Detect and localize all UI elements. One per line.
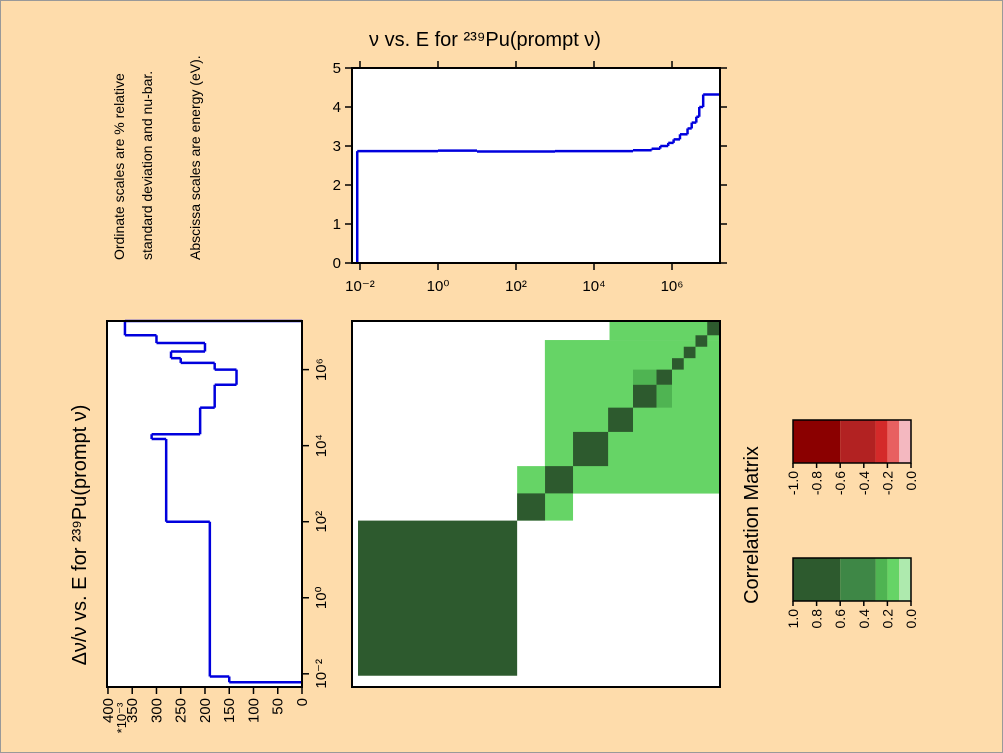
x-tick-label: 50 xyxy=(270,698,287,715)
colorbar-bin xyxy=(793,558,841,601)
plot-frame xyxy=(106,320,303,688)
x-tick-label: 10⁻² xyxy=(345,278,375,295)
y-tick-label: 5 xyxy=(333,60,341,77)
colorbar-bin xyxy=(875,420,888,463)
x-tick-label: 10⁰ xyxy=(427,278,450,295)
y-tick-label: 10⁴ xyxy=(313,434,330,457)
matrix-cell xyxy=(573,431,609,467)
matrix-cell xyxy=(656,384,673,408)
y-tick-label: 3 xyxy=(333,138,341,155)
matrix-cell xyxy=(672,358,684,370)
x-tick-label: 300 xyxy=(148,698,165,723)
plot-frame xyxy=(351,67,721,264)
x-tick-label: 10⁶ xyxy=(661,278,684,295)
note: Ordinate scales are % relative xyxy=(111,73,127,260)
x-tick-label: 10⁴ xyxy=(582,278,605,295)
colorbar-tick-label: 0.0 xyxy=(903,609,919,629)
matrix-cell xyxy=(695,335,708,347)
colorbar-tick-label: -0.8 xyxy=(809,471,825,495)
plot-area xyxy=(352,68,720,263)
colorbar-tick-label: 0.0 xyxy=(903,471,919,491)
colorbar-bin xyxy=(899,558,911,601)
x-tick-label: 200 xyxy=(197,698,214,723)
matrix-title: Correlation Matrix xyxy=(741,446,763,604)
x-tick-label: 400 xyxy=(100,698,117,723)
top-title: ν vs. E for ²³⁹Pu(prompt ν) xyxy=(369,29,601,51)
colorbar-bin xyxy=(875,558,888,601)
y-tick-label: 1 xyxy=(333,216,341,233)
colorbar-bin xyxy=(899,420,911,463)
x-tick-label: 100 xyxy=(245,698,262,723)
colorbar-tick-label: 0.6 xyxy=(832,609,848,629)
colorbar-bin xyxy=(793,420,841,463)
x-tick-label: 250 xyxy=(173,698,190,723)
y-tick-label: 0 xyxy=(333,255,341,272)
x-tick-label: 0 xyxy=(294,698,311,706)
x-tick-label: 10² xyxy=(505,278,527,295)
colorbar-tick-label: -0.4 xyxy=(856,471,872,495)
x-tick-label: 350 xyxy=(124,698,141,723)
colorbar-bin xyxy=(887,558,900,601)
matrix-cell xyxy=(656,369,673,385)
matrix-cell xyxy=(633,384,657,408)
matrix-cell xyxy=(517,493,546,521)
x-tick-label: 150 xyxy=(221,698,238,723)
note: standard deviation and nu-bar. xyxy=(139,71,155,260)
matrix-cell xyxy=(707,321,720,336)
y-tick-label: 2 xyxy=(333,177,341,194)
multiplier: *10⁻³ xyxy=(114,702,129,733)
colorbar-bin xyxy=(840,558,876,601)
matrix-cell xyxy=(545,466,574,494)
plot-area xyxy=(107,321,302,687)
colorbar-frame xyxy=(792,557,912,602)
matrix-cell xyxy=(609,321,720,341)
colorbar-tick-label: 1.0 xyxy=(785,609,801,629)
matrix-cell xyxy=(683,346,696,359)
colorbar-tick-label: 0.8 xyxy=(809,609,825,629)
colorbar-tick-label: 0.4 xyxy=(856,609,872,629)
y-tick-label: 4 xyxy=(333,99,341,116)
colorbar-bin xyxy=(840,420,876,463)
y-tick-label: 10⁰ xyxy=(313,586,330,609)
matrix-cell xyxy=(358,520,518,676)
colorbar-tick-label: -0.6 xyxy=(832,471,848,495)
colorbar-bin xyxy=(887,420,900,463)
note: Abscissa scales are energy (eV). xyxy=(187,55,203,260)
colorbar-tick-label: -0.2 xyxy=(879,471,895,495)
y-tick-label: 10⁶ xyxy=(313,358,330,381)
left-y-label: Δν/ν vs. E for ²³⁹Pu(prompt ν) xyxy=(69,405,91,666)
colorbar-tick-label: -1.0 xyxy=(785,471,801,495)
plot-frame xyxy=(351,320,721,688)
colorbar-frame xyxy=(792,419,912,464)
matrix-cell xyxy=(608,407,634,432)
colorbar-tick-label: 0.2 xyxy=(879,609,895,629)
matrix-cell xyxy=(633,369,657,385)
y-tick-label: 10⁻² xyxy=(313,659,330,689)
y-tick-label: 10² xyxy=(313,511,330,533)
